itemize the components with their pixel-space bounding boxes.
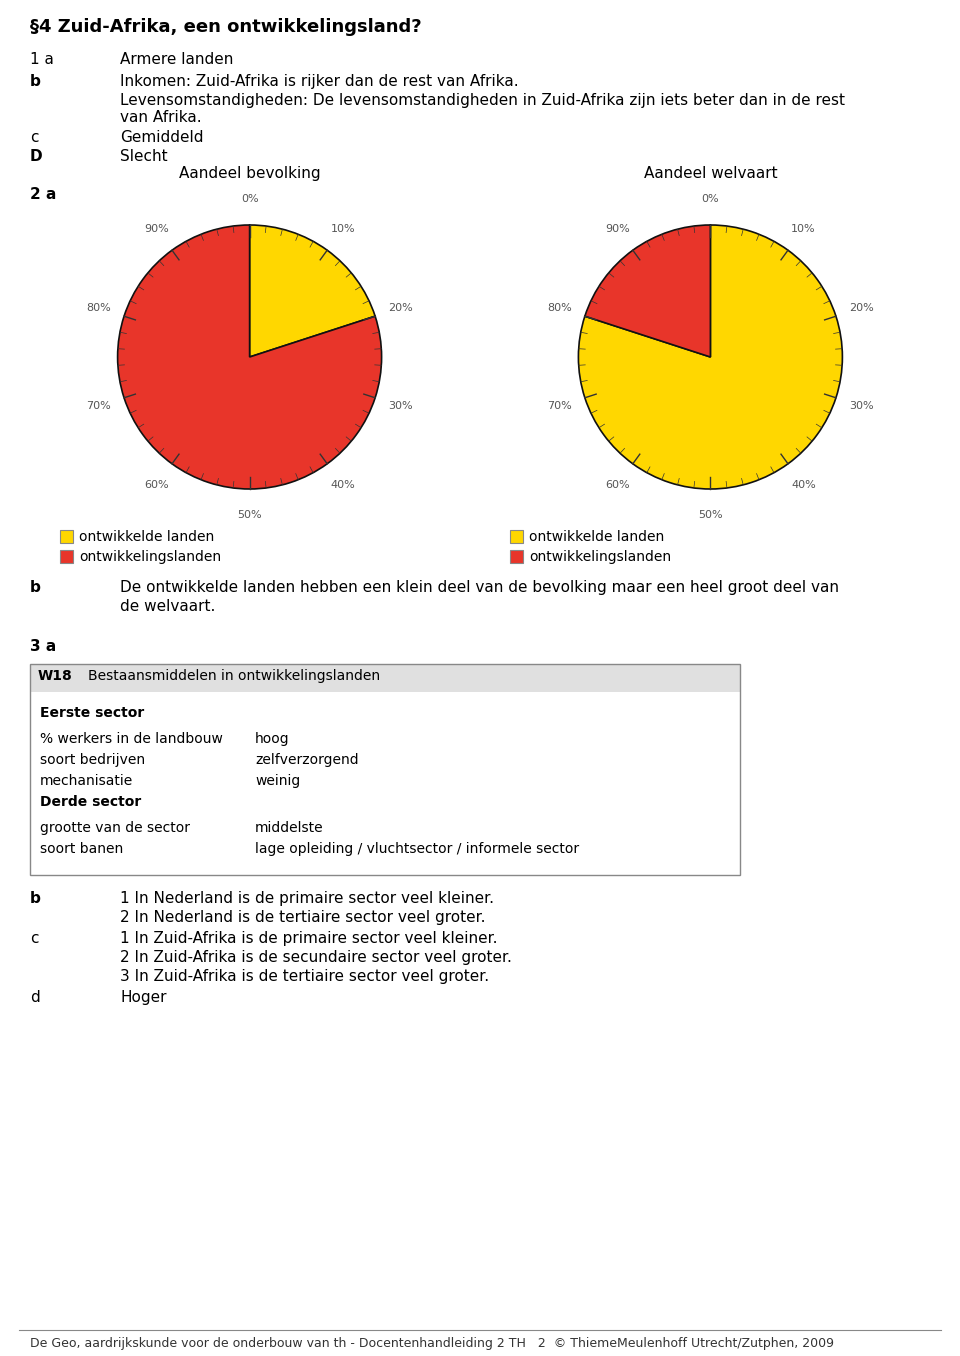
Text: 10%: 10% bbox=[330, 224, 355, 233]
Text: 0%: 0% bbox=[241, 194, 258, 203]
Text: soort bedrijven: soort bedrijven bbox=[40, 753, 145, 767]
Text: mechanisatie: mechanisatie bbox=[40, 774, 133, 788]
Text: 10%: 10% bbox=[791, 224, 816, 233]
Text: 30%: 30% bbox=[849, 401, 874, 411]
Text: % werkers in de landbouw: % werkers in de landbouw bbox=[40, 732, 223, 746]
Text: Derde sector: Derde sector bbox=[40, 795, 141, 810]
Text: 2 In Zuid-Afrika is de secundaire sector veel groter.: 2 In Zuid-Afrika is de secundaire sector… bbox=[120, 951, 512, 965]
Text: weinig: weinig bbox=[255, 774, 300, 788]
Text: 1 a: 1 a bbox=[30, 52, 54, 66]
Text: 3 In Zuid-Afrika is de tertiaire sector veel groter.: 3 In Zuid-Afrika is de tertiaire sector … bbox=[120, 970, 490, 984]
Text: 2 a: 2 a bbox=[30, 187, 57, 202]
Text: 80%: 80% bbox=[86, 302, 111, 313]
Text: 30%: 30% bbox=[388, 401, 413, 411]
Text: 60%: 60% bbox=[144, 480, 169, 490]
Text: W18: W18 bbox=[38, 669, 73, 683]
Text: ontwikkelde landen: ontwikkelde landen bbox=[79, 530, 214, 544]
Text: 0%: 0% bbox=[702, 194, 719, 203]
Text: ontwikkelingslanden: ontwikkelingslanden bbox=[529, 551, 671, 564]
Title: Aandeel welvaart: Aandeel welvaart bbox=[643, 167, 778, 182]
Text: middelste: middelste bbox=[255, 820, 324, 835]
Text: Slecht: Slecht bbox=[120, 149, 168, 164]
Text: 50%: 50% bbox=[237, 510, 262, 521]
Text: b: b bbox=[30, 891, 41, 906]
Wedge shape bbox=[117, 225, 382, 490]
Text: 50%: 50% bbox=[698, 510, 723, 521]
Text: Bestaansmiddelen in ontwikkelingslanden: Bestaansmiddelen in ontwikkelingslanden bbox=[88, 669, 380, 683]
Text: van Afrika.: van Afrika. bbox=[120, 110, 202, 125]
Bar bbox=[510, 551, 523, 563]
Wedge shape bbox=[585, 225, 710, 357]
Text: b: b bbox=[30, 75, 41, 89]
Text: 80%: 80% bbox=[547, 302, 572, 313]
Bar bbox=[60, 530, 73, 542]
Text: 1 In Zuid-Afrika is de primaire sector veel kleiner.: 1 In Zuid-Afrika is de primaire sector v… bbox=[120, 932, 497, 946]
Text: Eerste sector: Eerste sector bbox=[40, 706, 144, 720]
Text: Inkomen: Zuid-Afrika is rijker dan de rest van Afrika.: Inkomen: Zuid-Afrika is rijker dan de re… bbox=[120, 75, 518, 89]
Text: zelfverzorgend: zelfverzorgend bbox=[255, 753, 359, 767]
Text: hoog: hoog bbox=[255, 732, 290, 746]
Text: 90%: 90% bbox=[605, 224, 630, 233]
Text: 20%: 20% bbox=[388, 302, 413, 313]
Text: c: c bbox=[30, 932, 38, 946]
Text: 40%: 40% bbox=[330, 480, 355, 490]
Text: Levensomstandigheden: De levensomstandigheden in Zuid-Afrika zijn iets beter dan: Levensomstandigheden: De levensomstandig… bbox=[120, 94, 845, 108]
Text: b: b bbox=[30, 580, 41, 595]
Text: soort banen: soort banen bbox=[40, 842, 123, 856]
Text: d: d bbox=[30, 990, 39, 1005]
Text: Armere landen: Armere landen bbox=[120, 52, 233, 66]
Text: 1 In Nederland is de primaire sector veel kleiner.: 1 In Nederland is de primaire sector vee… bbox=[120, 891, 494, 906]
Text: 90%: 90% bbox=[144, 224, 169, 233]
Wedge shape bbox=[250, 225, 375, 357]
Text: grootte van de sector: grootte van de sector bbox=[40, 820, 190, 835]
Text: 70%: 70% bbox=[547, 401, 572, 411]
Title: Aandeel bevolking: Aandeel bevolking bbox=[179, 167, 321, 182]
Bar bbox=[60, 551, 73, 563]
Text: ontwikkelde landen: ontwikkelde landen bbox=[529, 530, 664, 544]
Text: ontwikkelingslanden: ontwikkelingslanden bbox=[79, 551, 221, 564]
Bar bbox=[30, 664, 740, 692]
Text: lage opleiding / vluchtsector / informele sector: lage opleiding / vluchtsector / informel… bbox=[255, 842, 579, 856]
Text: c: c bbox=[30, 130, 38, 145]
Wedge shape bbox=[578, 225, 843, 490]
Text: Hoger: Hoger bbox=[120, 990, 166, 1005]
Text: 3 a: 3 a bbox=[30, 639, 57, 654]
Text: 70%: 70% bbox=[86, 401, 111, 411]
Text: 60%: 60% bbox=[605, 480, 630, 490]
Text: D: D bbox=[30, 149, 42, 164]
Bar bbox=[30, 664, 740, 875]
Text: De ontwikkelde landen hebben een klein deel van de bevolking maar een heel groot: De ontwikkelde landen hebben een klein d… bbox=[120, 580, 839, 595]
Text: De Geo, aardrijkskunde voor de onderbouw van th - Docentenhandleiding 2 TH   2  : De Geo, aardrijkskunde voor de onderbouw… bbox=[30, 1337, 834, 1351]
Text: 2 In Nederland is de tertiaire sector veel groter.: 2 In Nederland is de tertiaire sector ve… bbox=[120, 910, 486, 925]
Bar bbox=[510, 530, 523, 542]
Text: §4 Zuid-Afrika, een ontwikkelingsland?: §4 Zuid-Afrika, een ontwikkelingsland? bbox=[30, 18, 421, 37]
Text: 40%: 40% bbox=[791, 480, 816, 490]
Text: Gemiddeld: Gemiddeld bbox=[120, 130, 204, 145]
Text: 20%: 20% bbox=[849, 302, 874, 313]
Text: de welvaart.: de welvaart. bbox=[120, 599, 215, 614]
